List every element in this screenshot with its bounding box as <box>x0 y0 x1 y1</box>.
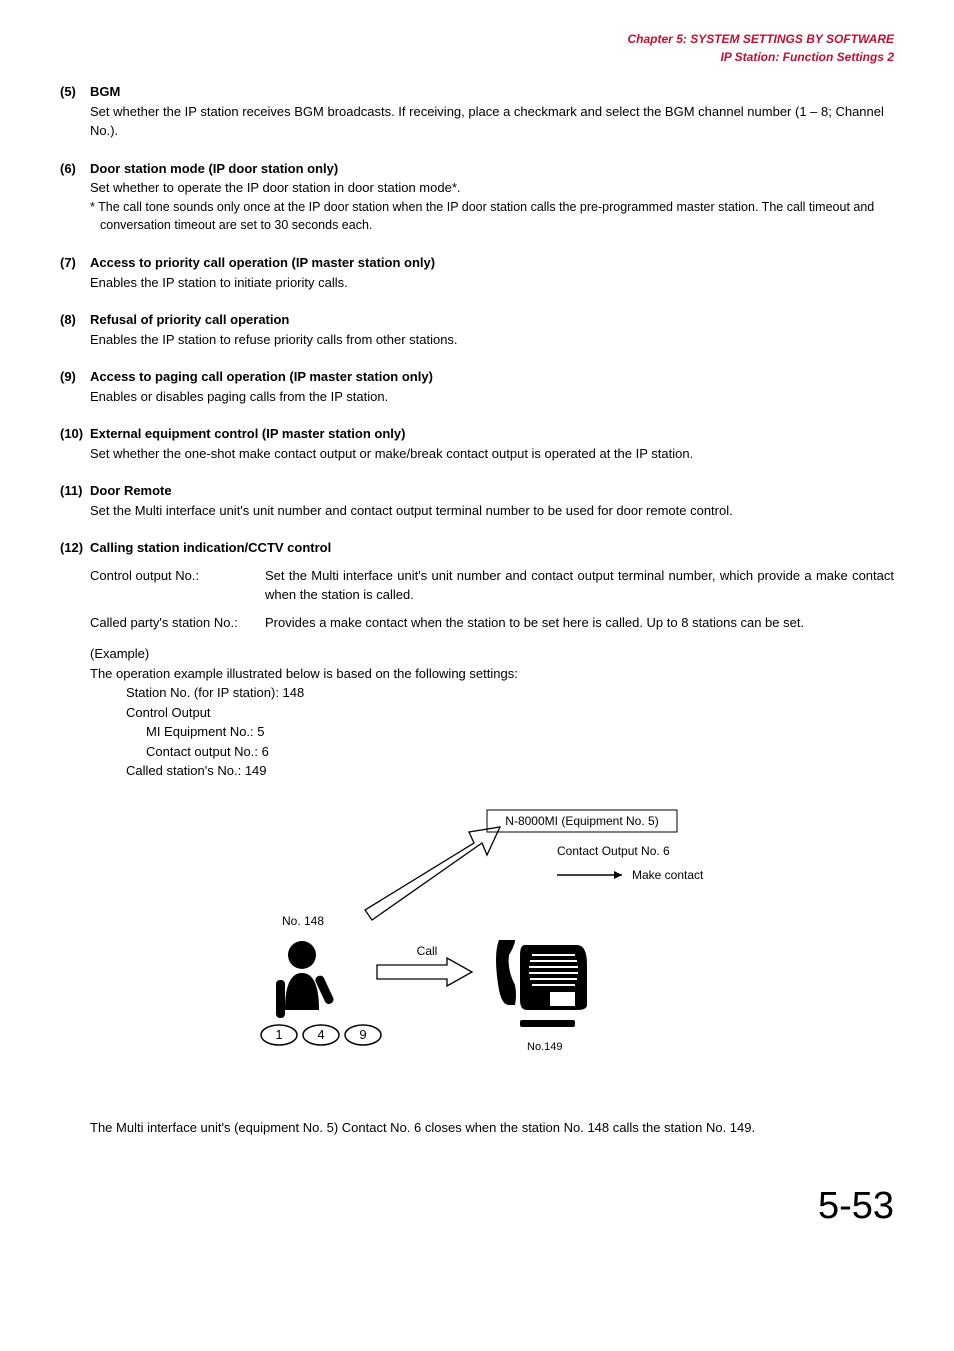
section-heading: BGM <box>90 82 120 102</box>
example-line: Contact output No.: 6 <box>146 742 894 762</box>
section-11: (11)Door Remote Set the Multi interface … <box>60 481 894 520</box>
make-contact-label: Make contact <box>632 868 704 882</box>
section-num: (10) <box>60 424 90 444</box>
section-num: (5) <box>60 82 90 102</box>
section-footnote: * The call tone sounds only once at the … <box>90 198 894 236</box>
section-num: (9) <box>60 367 90 387</box>
example-diagram: N-8000MI (Equipment No. 5) Contact Outpu… <box>237 805 717 1091</box>
key-9: 9 <box>359 1027 366 1042</box>
section-num: (11) <box>60 481 90 501</box>
section-body: Enables the IP station to refuse priorit… <box>90 330 894 350</box>
section-body: Set whether the one-shot make contact ou… <box>90 444 894 464</box>
section-heading: Access to paging call operation (IP mast… <box>90 367 433 387</box>
section-10: (10)External equipment control (IP maste… <box>60 424 894 463</box>
section-body: Enables the IP station to initiate prior… <box>90 273 894 293</box>
section-body: Set whether to operate the IP door stati… <box>90 178 894 198</box>
closing-text: The Multi interface unit's (equipment No… <box>90 1118 894 1138</box>
def-control-output: Control output No.: Set the Multi interf… <box>90 566 894 605</box>
call-arrow-icon <box>377 958 472 986</box>
section-num: (12) <box>60 538 90 558</box>
up-arrow-icon <box>365 827 500 920</box>
section-heading: Access to priority call operation (IP ma… <box>90 253 435 273</box>
section-num: (7) <box>60 253 90 273</box>
example-line: Called station's No.: 149 <box>126 761 894 781</box>
section-body: Enables or disables paging calls from th… <box>90 387 894 407</box>
section-num: (8) <box>60 310 90 330</box>
example-line: MI Equipment No.: 5 <box>146 722 894 742</box>
section-body: Set whether the IP station receives BGM … <box>90 102 894 141</box>
equipment-box-label: N-8000MI (Equipment No. 5) <box>505 814 658 828</box>
example-line: Control Output <box>126 703 894 723</box>
no148-label: No. 148 <box>282 914 324 928</box>
key-4: 4 <box>317 1027 324 1042</box>
def-label: Control output No.: <box>90 566 265 605</box>
section-body: Set the Multi interface unit's unit numb… <box>90 501 894 521</box>
key-1: 1 <box>275 1027 282 1042</box>
chapter-subline: IP Station: Function Settings 2 <box>60 48 894 66</box>
section-heading: External equipment control (IP master st… <box>90 424 405 444</box>
contact-output-label: Contact Output No. 6 <box>557 844 670 858</box>
section-12: (12)Calling station indication/CCTV cont… <box>60 538 894 1138</box>
section-heading: Door station mode (IP door station only) <box>90 159 338 179</box>
def-value: Provides a make contact when the station… <box>265 613 894 633</box>
section-8: (8)Refusal of priority call operation En… <box>60 310 894 349</box>
call-label: Call <box>417 944 438 958</box>
make-contact-arrowhead-icon <box>614 871 622 879</box>
no149-label: No.149 <box>527 1041 562 1053</box>
def-value: Set the Multi interface unit's unit numb… <box>265 566 894 605</box>
person-148-icon <box>276 941 335 1018</box>
keypad-keys: 1 4 9 <box>261 1025 381 1045</box>
chapter-header: Chapter 5: SYSTEM SETTINGS BY SOFTWARE I… <box>60 30 894 66</box>
def-called-party: Called party's station No.: Provides a m… <box>90 613 894 633</box>
example-intro: The operation example illustrated below … <box>90 664 894 684</box>
page-number: 5-53 <box>60 1178 894 1235</box>
example-block: (Example) The operation example illustra… <box>90 644 894 781</box>
section-9: (9)Access to paging call operation (IP m… <box>60 367 894 406</box>
def-label: Called party's station No.: <box>90 613 265 633</box>
section-6: (6)Door station mode (IP door station on… <box>60 159 894 236</box>
section-7: (7)Access to priority call operation (IP… <box>60 253 894 292</box>
section-num: (6) <box>60 159 90 179</box>
chapter-line: Chapter 5: SYSTEM SETTINGS BY SOFTWARE <box>60 30 894 48</box>
station-149-icon <box>496 940 587 1027</box>
section-heading: Calling station indication/CCTV control <box>90 538 331 558</box>
section-5: (5)BGM Set whether the IP station receiv… <box>60 82 894 141</box>
example-line: Station No. (for IP station): 148 <box>126 683 894 703</box>
section-heading: Refusal of priority call operation <box>90 310 289 330</box>
example-heading: (Example) <box>90 644 894 664</box>
diagram-svg: N-8000MI (Equipment No. 5) Contact Outpu… <box>237 805 717 1085</box>
section-heading: Door Remote <box>90 481 172 501</box>
